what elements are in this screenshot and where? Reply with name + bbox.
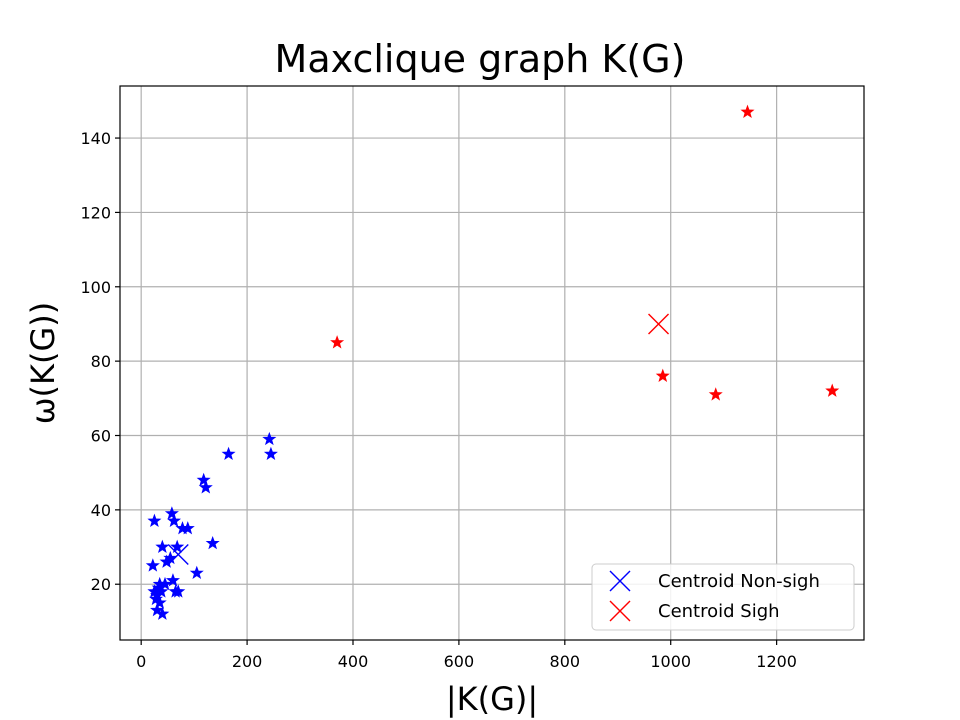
data-point-series-1 (330, 335, 345, 349)
chart-title: Maxclique graph K(G) (275, 37, 686, 81)
data-point-series-0 (263, 446, 278, 461)
y-axis-label: ω(K(G)) (24, 302, 62, 425)
grid (120, 86, 864, 640)
centroid-marker-0 (167, 543, 189, 565)
y-tick-label: 80 (91, 352, 111, 371)
legend-label-0: Centroid Non-sigh (658, 571, 820, 592)
plot-frame (119, 85, 865, 641)
data-point-series-1 (708, 387, 723, 401)
data-points (145, 104, 840, 620)
x-axis-label: |K(G)| (446, 680, 538, 718)
y-tick-label: 60 (91, 427, 111, 446)
data-point-series-0 (165, 573, 180, 587)
data-point-series-0 (163, 550, 178, 565)
y-tick-label: 20 (91, 575, 111, 594)
y-tick-label: 40 (91, 501, 111, 520)
y-tick-label: 120 (80, 203, 111, 222)
x-tick-label: 1200 (756, 652, 797, 671)
x-tick-label: 600 (444, 652, 475, 671)
data-point-series-0 (170, 539, 185, 554)
x-tick-label: 800 (550, 652, 581, 671)
x-tick-label: 400 (338, 652, 369, 671)
data-point-series-0 (151, 580, 166, 594)
legend-marker-0 (609, 570, 631, 592)
axis-ticks: 0 200 400 600 800 1000 1200 20 40 60 80 100 120 140 (80, 129, 797, 671)
data-point-series-0 (262, 431, 277, 446)
data-point-series-0 (198, 480, 213, 494)
x-tick-label: 1000 (650, 652, 691, 671)
y-tick-label: 100 (80, 278, 111, 297)
data-point-series-0 (164, 506, 179, 520)
data-point-series-0 (221, 446, 236, 461)
data-point-series-1 (655, 368, 670, 382)
centroid-stroke (167, 543, 189, 565)
data-point-series-0 (189, 565, 204, 580)
data-point-series-0 (196, 472, 211, 487)
data-point-series-0 (155, 539, 170, 554)
data-point-series-0 (152, 595, 167, 609)
data-point-series-0 (205, 535, 220, 550)
data-point-series-0 (167, 513, 182, 527)
data-point-series-0 (180, 521, 195, 535)
legend-box (591, 563, 855, 631)
data-point-series-0 (171, 584, 186, 598)
data-point-series-0 (158, 576, 173, 591)
x-tick-label: 0 (136, 652, 146, 671)
centroid-marker-1 (648, 313, 670, 335)
centroid-stroke (609, 600, 631, 622)
centroids (167, 313, 670, 565)
data-point-series-0 (147, 513, 162, 527)
data-point-series-1 (740, 104, 755, 118)
legend-marker-1 (609, 600, 631, 622)
centroid-stroke (648, 313, 670, 335)
data-point-series-0 (155, 606, 170, 620)
x-tick-label: 200 (232, 652, 263, 671)
data-point-series-0 (145, 558, 160, 572)
legend: Centroid Non-sigh Centroid Sigh (591, 563, 855, 631)
legend-label-1: Centroid Sigh (658, 601, 780, 622)
centroid-stroke (609, 570, 631, 592)
data-point-series-1 (825, 383, 840, 397)
y-tick-label: 140 (80, 129, 111, 148)
